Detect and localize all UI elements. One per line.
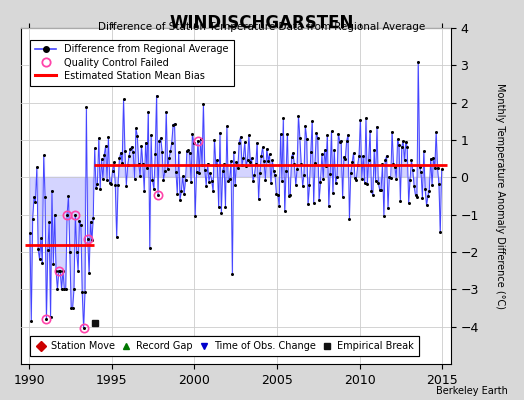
Legend: Station Move, Record Gap, Time of Obs. Change, Empirical Break: Station Move, Record Gap, Time of Obs. C… xyxy=(30,336,419,356)
Text: Berkeley Earth: Berkeley Earth xyxy=(436,386,508,396)
Text: WINDISCHGARSTEN: WINDISCHGARSTEN xyxy=(170,14,354,32)
Text: Difference of Station Temperature Data from Regional Average: Difference of Station Temperature Data f… xyxy=(99,22,425,32)
Y-axis label: Monthly Temperature Anomaly Difference (°C): Monthly Temperature Anomaly Difference (… xyxy=(495,83,506,309)
